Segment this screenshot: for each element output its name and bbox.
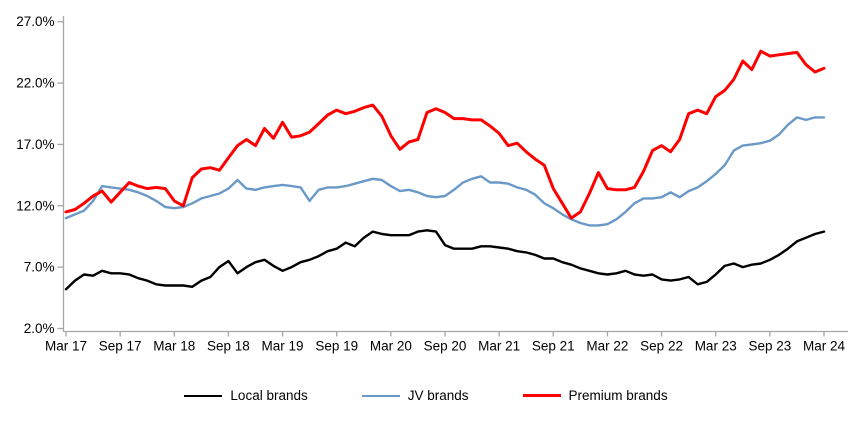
x-axis-ticks: Mar 17 Sep 17 Mar 18 Sep 18 Mar 19 Sep 19 Mar … xyxy=(45,331,846,354)
x-tick-label: Mar 24 xyxy=(803,339,846,354)
series-line-jv-brands xyxy=(64,116,826,227)
legend-line-swatch-local xyxy=(184,394,223,397)
x-tick-label: Mar 18 xyxy=(153,339,195,354)
legend-line-swatch-premium xyxy=(522,394,561,397)
legend-label-local: Local brands xyxy=(230,388,308,403)
x-tick-label: Mar 20 xyxy=(370,339,412,354)
legend-label-jv: JV brands xyxy=(407,388,469,403)
y-tick-label: 22.0% xyxy=(16,76,54,91)
series-line-premium-brands xyxy=(64,49,826,220)
legend-line-swatch-jv xyxy=(361,394,400,397)
x-tick-label: Mar 19 xyxy=(262,339,304,354)
legend-item-local-brands: Local brands xyxy=(184,388,308,403)
x-tick-label: Mar 23 xyxy=(695,339,737,354)
legend-item-jv-brands: JV brands xyxy=(361,388,469,403)
y-tick-label: 17.0% xyxy=(16,137,54,152)
x-tick-label: Sep 18 xyxy=(207,339,250,354)
x-tick-label: Sep 23 xyxy=(748,339,791,354)
x-tick-label: Sep 17 xyxy=(99,339,142,354)
axes xyxy=(62,16,848,333)
chart-legend: Local brands JV brands Premium brands xyxy=(0,388,852,403)
x-tick-label: Sep 21 xyxy=(532,339,575,354)
x-tick-label: Mar 22 xyxy=(586,339,628,354)
x-tick-label: Mar 17 xyxy=(45,339,87,354)
legend-item-premium-brands: Premium brands xyxy=(522,388,668,403)
x-tick-label: Mar 21 xyxy=(478,339,520,354)
series-line-local-brands xyxy=(64,229,826,291)
y-tick-label: 27.0% xyxy=(16,14,54,29)
x-tick-label: Sep 19 xyxy=(315,339,358,354)
y-tick-label: 12.0% xyxy=(16,198,54,213)
y-tick-label: 2.0% xyxy=(24,321,55,336)
y-tick-label: 7.0% xyxy=(24,260,55,275)
x-tick-label: Sep 22 xyxy=(640,339,683,354)
legend-label-premium: Premium brands xyxy=(568,388,668,403)
x-tick-label: Sep 20 xyxy=(424,339,467,354)
line-chart-svg: 27.0% 22.0% 17.0% 12.0% 7.0% 2.0% Mar 17 Sep 17… xyxy=(16,14,848,354)
y-axis-ticks: 27.0% 22.0% 17.0% 12.0% 7.0% 2.0% xyxy=(16,14,64,336)
